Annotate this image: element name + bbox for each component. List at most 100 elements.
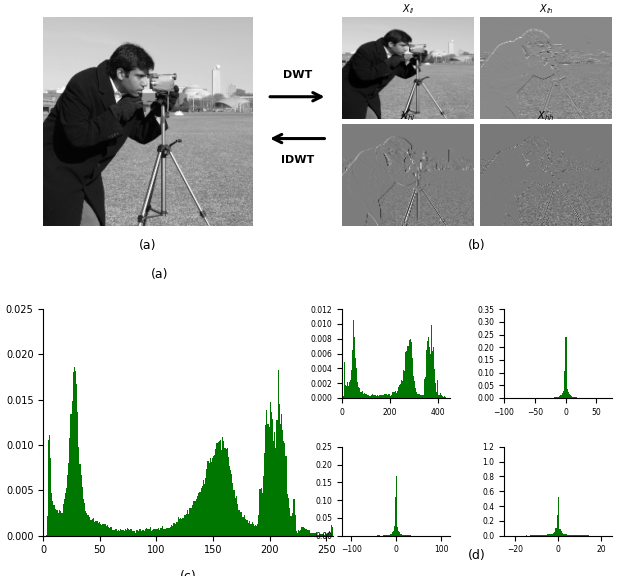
Bar bbox=[298, 530, 299, 536]
Bar bbox=[271, 412, 272, 536]
Bar bbox=[288, 498, 289, 536]
Bar bbox=[400, 384, 401, 398]
Bar bbox=[381, 395, 382, 398]
Bar bbox=[294, 499, 295, 536]
Bar bbox=[317, 535, 318, 536]
Bar bbox=[56, 510, 57, 536]
Bar bbox=[389, 535, 390, 536]
Bar bbox=[563, 391, 564, 398]
Bar bbox=[290, 516, 291, 536]
Bar bbox=[305, 529, 306, 536]
Bar bbox=[556, 397, 557, 398]
Bar bbox=[122, 530, 124, 536]
Bar bbox=[352, 350, 353, 398]
Bar bbox=[53, 505, 54, 536]
Bar bbox=[240, 513, 242, 536]
Bar bbox=[562, 533, 563, 536]
Bar bbox=[574, 535, 575, 536]
Bar bbox=[392, 393, 393, 398]
Bar bbox=[561, 395, 562, 398]
Bar bbox=[399, 532, 400, 536]
Bar bbox=[162, 526, 163, 536]
Bar bbox=[156, 529, 158, 536]
Bar bbox=[572, 396, 573, 398]
Text: DWT: DWT bbox=[282, 70, 312, 80]
Bar bbox=[224, 448, 226, 536]
Bar bbox=[227, 449, 228, 536]
Bar bbox=[212, 458, 213, 536]
Bar bbox=[276, 420, 277, 536]
Bar bbox=[261, 488, 262, 536]
Bar bbox=[98, 523, 99, 536]
Bar bbox=[75, 370, 76, 536]
Bar bbox=[286, 456, 287, 536]
Bar bbox=[245, 519, 246, 536]
Bar bbox=[154, 529, 155, 536]
Bar bbox=[96, 521, 98, 536]
Bar bbox=[46, 516, 48, 536]
Bar bbox=[249, 521, 250, 536]
Bar bbox=[187, 510, 188, 536]
Bar bbox=[350, 380, 351, 398]
Bar bbox=[373, 395, 374, 398]
Bar bbox=[300, 530, 302, 536]
Bar bbox=[353, 313, 355, 398]
Bar bbox=[326, 534, 328, 536]
Bar bbox=[441, 395, 442, 398]
Bar bbox=[378, 396, 379, 398]
Bar bbox=[266, 411, 268, 536]
Bar bbox=[257, 524, 258, 536]
Bar bbox=[564, 371, 565, 398]
Bar bbox=[82, 487, 83, 536]
Bar bbox=[347, 382, 348, 398]
Text: (c): (c) bbox=[180, 570, 197, 576]
Bar bbox=[160, 528, 161, 536]
Bar bbox=[77, 412, 78, 536]
Bar bbox=[141, 531, 142, 536]
Bar bbox=[61, 513, 62, 536]
Bar bbox=[360, 392, 361, 398]
Bar bbox=[193, 501, 194, 536]
Bar bbox=[389, 394, 390, 398]
Bar bbox=[402, 373, 404, 398]
Bar bbox=[444, 396, 445, 398]
Bar bbox=[323, 534, 324, 536]
Bar bbox=[303, 528, 305, 536]
Bar bbox=[540, 535, 542, 536]
Bar bbox=[186, 514, 187, 536]
Bar bbox=[430, 354, 431, 398]
Bar bbox=[210, 458, 211, 536]
Bar bbox=[205, 479, 206, 536]
Bar bbox=[575, 397, 576, 398]
Bar bbox=[411, 342, 412, 398]
Bar bbox=[260, 489, 261, 536]
Bar bbox=[394, 392, 395, 398]
Bar bbox=[80, 475, 82, 536]
Bar bbox=[393, 392, 394, 398]
Bar bbox=[132, 531, 133, 536]
Bar bbox=[116, 529, 117, 536]
Bar bbox=[295, 531, 297, 536]
Bar bbox=[432, 351, 433, 398]
Bar bbox=[565, 534, 566, 536]
Bar bbox=[228, 457, 229, 536]
Bar bbox=[49, 435, 50, 536]
Bar bbox=[313, 533, 314, 536]
Bar bbox=[121, 530, 122, 536]
Bar bbox=[232, 483, 234, 536]
Bar bbox=[250, 524, 252, 536]
Bar bbox=[375, 395, 376, 398]
Bar bbox=[197, 496, 198, 536]
Bar bbox=[272, 419, 273, 536]
Bar bbox=[283, 441, 284, 536]
Bar bbox=[402, 535, 404, 536]
Bar bbox=[58, 513, 59, 536]
Bar bbox=[74, 367, 75, 536]
Bar bbox=[406, 351, 407, 398]
Bar bbox=[220, 440, 221, 536]
Bar bbox=[343, 396, 344, 398]
Bar bbox=[393, 531, 394, 536]
Bar bbox=[252, 522, 253, 536]
Bar bbox=[88, 517, 90, 536]
Bar bbox=[263, 476, 264, 536]
